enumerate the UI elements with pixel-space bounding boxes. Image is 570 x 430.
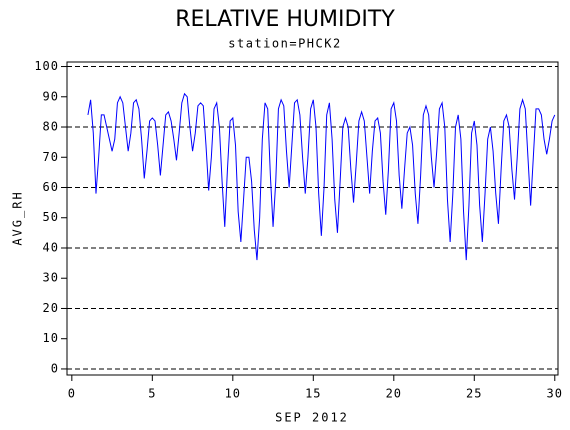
- x-tick-label: 0: [68, 387, 76, 401]
- data-line: [87, 92, 556, 261]
- x-tick-label: 25: [466, 387, 482, 401]
- plot-frame: [66, 61, 559, 376]
- x-tick-label: 20: [386, 387, 402, 401]
- y-tick-label: 100: [34, 59, 59, 73]
- y-tick-label: 40: [43, 240, 59, 254]
- x-tick-label: 30: [547, 387, 563, 401]
- x-tick-label: 5: [148, 387, 156, 401]
- y-tick-label: 80: [43, 120, 59, 134]
- y-tick-label: 10: [43, 331, 59, 345]
- x-tick-label: 15: [305, 387, 321, 401]
- x-axis-label: SEP 2012: [275, 411, 349, 425]
- y-tick-label: 30: [43, 271, 59, 285]
- y-tick-label: 70: [43, 150, 59, 164]
- y-tick-label: 50: [43, 210, 59, 224]
- x-tick-label: 10: [225, 387, 241, 401]
- chart-subtitle: station=PHCK2: [228, 37, 341, 51]
- y-tick-label: 0: [51, 361, 59, 375]
- y-axis-label: AVG_RH: [11, 190, 25, 245]
- y-tick-label: 60: [43, 180, 59, 194]
- y-tick-label: 20: [43, 301, 59, 315]
- y-tick-label: 90: [43, 89, 59, 103]
- chart-title: RELATIVE HUMIDITY: [175, 7, 395, 32]
